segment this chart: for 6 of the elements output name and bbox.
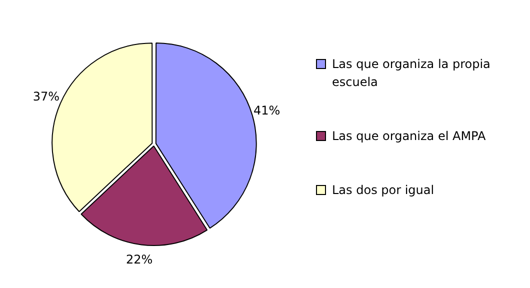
data-label: 22% bbox=[126, 252, 153, 267]
legend-label: Las dos por igual bbox=[332, 182, 434, 199]
legend-label: Las que organiza la propia escuela bbox=[332, 56, 492, 91]
legend-label: Las que organiza el AMPA bbox=[332, 128, 486, 145]
data-label: 41% bbox=[254, 103, 280, 118]
data-label: 37% bbox=[32, 89, 60, 104]
